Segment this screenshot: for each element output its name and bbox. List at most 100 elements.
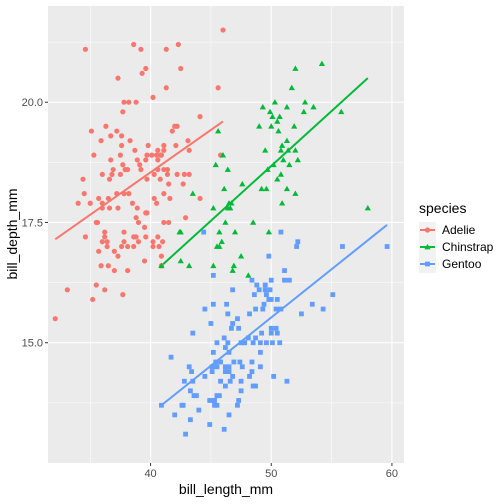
gentoo-point xyxy=(264,292,269,298)
gentoo-point xyxy=(181,378,187,384)
adelie-point xyxy=(186,147,192,153)
gentoo-point xyxy=(262,287,268,293)
gentoo-point xyxy=(257,364,263,370)
adelie-point xyxy=(99,171,105,177)
gentoo-point xyxy=(216,393,222,399)
adelie-point xyxy=(143,234,149,240)
adelie-point xyxy=(156,243,162,250)
adelie-point xyxy=(157,176,163,182)
adelie-point xyxy=(104,243,110,250)
adelie-point xyxy=(93,282,99,288)
gentoo-point xyxy=(226,369,232,374)
adelie-point xyxy=(106,205,113,211)
adelie-point xyxy=(155,157,161,163)
chinstrap-point xyxy=(266,108,274,115)
chinstrap-point xyxy=(215,127,222,134)
adelie-point xyxy=(105,195,111,202)
chinstrap-point xyxy=(212,161,219,168)
legend-label-gentoo: Gentoo xyxy=(442,257,482,271)
gentoo-point xyxy=(186,364,192,370)
chinstrap-point xyxy=(210,204,217,211)
adelie-point xyxy=(126,191,132,197)
gentoo-point xyxy=(267,287,273,293)
gentoo-point xyxy=(218,359,223,365)
gentoo-point xyxy=(235,316,240,322)
chinstrap-point xyxy=(310,103,317,110)
chinstrap-point xyxy=(231,228,239,235)
chinstrap-point xyxy=(258,185,265,192)
adelie-point xyxy=(125,243,131,250)
adelie-point xyxy=(98,138,104,144)
adelie-point xyxy=(99,239,105,245)
adelie-point xyxy=(137,162,143,168)
chinstrap-point xyxy=(268,123,275,129)
chinstrap-point xyxy=(301,99,309,105)
gentoo-point xyxy=(209,369,215,374)
gentoo-point xyxy=(257,340,263,346)
adelie-point xyxy=(82,46,89,52)
adelie-point xyxy=(138,166,144,173)
chinstrap-point xyxy=(219,152,227,158)
chinstrap-point xyxy=(177,228,184,235)
gentoo-point xyxy=(278,229,284,235)
chinstrap-point xyxy=(300,108,307,115)
adelie-point xyxy=(119,133,125,139)
gentoo-point xyxy=(238,378,244,384)
gentoo-point xyxy=(268,330,274,336)
chinstrap-point xyxy=(270,161,277,168)
gentoo-point xyxy=(172,412,178,418)
chinstrap-point xyxy=(228,200,235,206)
gentoo-point xyxy=(224,301,230,307)
adelie-point xyxy=(110,166,116,173)
adelie-point xyxy=(115,75,121,81)
chinstrap-point xyxy=(288,84,295,91)
adelie-point xyxy=(180,181,186,187)
adelie-point xyxy=(109,171,115,177)
gentoo-point xyxy=(256,287,262,293)
chinstrap-point xyxy=(210,262,217,269)
adelie-point xyxy=(138,46,144,52)
adelie-point xyxy=(141,258,148,264)
chinstrap-point xyxy=(262,147,269,153)
adelie-point xyxy=(166,181,172,187)
chinstrap-point xyxy=(186,262,193,269)
gentoo-point xyxy=(230,287,236,293)
gentoo-point xyxy=(222,369,228,374)
adelie-point xyxy=(134,205,140,211)
adelie-point xyxy=(151,171,157,177)
gentoo-point xyxy=(190,378,196,384)
adelie-point xyxy=(114,128,120,134)
gentoo-point xyxy=(268,277,274,283)
adelie-point xyxy=(185,138,191,144)
gentoo-point xyxy=(188,417,193,423)
adelie-point xyxy=(115,205,121,211)
trend-lines xyxy=(54,77,388,407)
major-gridlines xyxy=(48,6,404,463)
gentoo-point xyxy=(194,393,199,399)
adelie-point xyxy=(169,128,175,134)
adelie-point xyxy=(150,94,156,100)
adelie-trend-line xyxy=(54,120,224,241)
x-tick-label: 60 xyxy=(386,468,398,480)
adelie-point xyxy=(108,133,114,139)
adelie-point xyxy=(117,171,124,177)
gentoo-point xyxy=(251,292,257,298)
gentoo-point xyxy=(268,325,274,331)
gentoo-point xyxy=(168,354,174,360)
adelie-point xyxy=(158,152,165,158)
gentoo-point xyxy=(180,402,186,408)
legend-label-adelie: Adelie xyxy=(442,223,476,237)
chinstrap-point xyxy=(259,103,266,110)
gentoo-point xyxy=(213,359,219,365)
chinstrap-point xyxy=(292,190,299,196)
adelie-point xyxy=(220,27,226,33)
y-tick-label: 17.5 xyxy=(22,217,43,229)
gentoo-point xyxy=(330,292,336,298)
gentoo-point xyxy=(235,402,240,408)
adelie-point xyxy=(135,239,142,245)
gentoo-point xyxy=(247,311,252,317)
legend: species Adelie Chinstrap Gentoo xyxy=(419,200,494,273)
gentoo-point xyxy=(242,340,248,346)
adelie-point xyxy=(108,157,114,163)
gentoo-point xyxy=(221,335,227,341)
